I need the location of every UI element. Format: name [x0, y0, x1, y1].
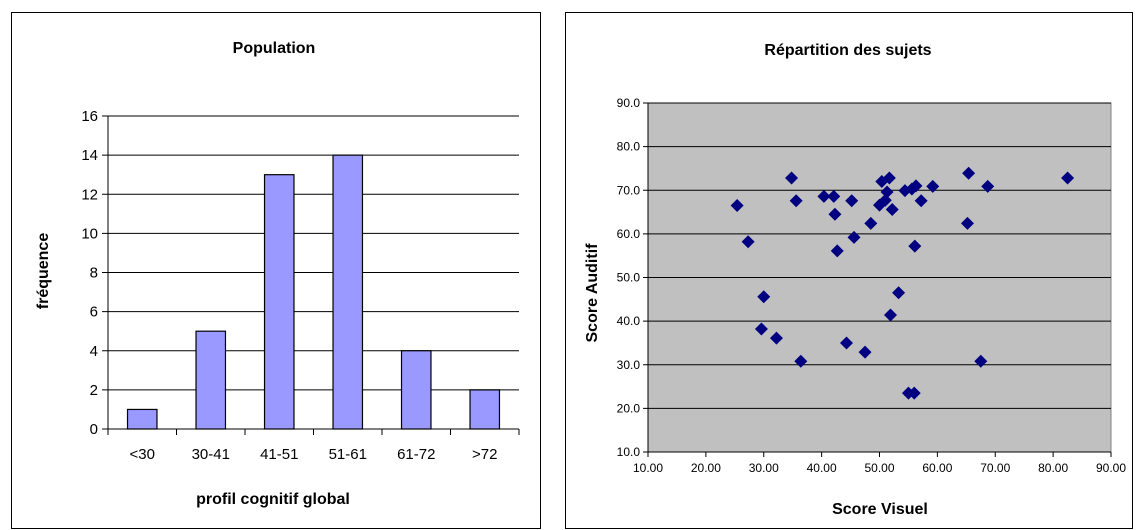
data-point	[907, 386, 921, 400]
y-tick-label: 12	[81, 186, 98, 203]
chart-title: Population	[233, 40, 316, 57]
y-tick-label: 0	[90, 421, 98, 438]
data-point	[828, 207, 842, 221]
data-point	[847, 230, 861, 244]
x-tick-label: 60.00	[922, 461, 952, 475]
data-point	[785, 171, 799, 185]
data-point	[974, 354, 988, 368]
data-point	[830, 244, 844, 258]
data-point	[858, 345, 872, 359]
y-tick-label: 10	[81, 225, 98, 242]
x-tick-label: 40.00	[807, 461, 837, 475]
data-point	[914, 194, 928, 208]
data-point	[840, 336, 854, 350]
data-point	[883, 308, 897, 322]
data-point	[981, 179, 995, 193]
y-tick-label: 8	[90, 265, 98, 282]
y-tick-label: 80.0	[617, 140, 641, 154]
data-point	[878, 193, 892, 207]
x-tick-label: >72	[472, 446, 497, 463]
data-point	[960, 216, 974, 230]
data-point	[962, 166, 976, 180]
x-tick-label: 30-41	[192, 446, 230, 463]
chart-title: Répartition des sujets	[764, 42, 931, 59]
data-point	[794, 354, 808, 368]
bar	[332, 154, 364, 430]
data-point	[882, 171, 896, 185]
repartition-chart-svg: Répartition des sujets 10.0 20.0 30.0 40.0 5…	[584, 42, 1126, 518]
data-point	[769, 331, 783, 345]
x-tick-label: 70.00	[980, 461, 1010, 475]
y-tick-label: 60.0	[617, 227, 641, 241]
y-tick-label: 20.0	[617, 401, 641, 415]
y-axis-title: fréquence	[35, 233, 52, 310]
data-point	[845, 194, 859, 208]
bar	[263, 174, 295, 430]
data-point	[789, 194, 803, 208]
data-point	[1061, 171, 1075, 185]
x-tick-label: 90.00	[1096, 461, 1126, 475]
population-chart: Population 0 2 4 6 8 10 12 14 16 <30 30-41 41-51 51…	[11, 12, 541, 529]
x-axis-title: profil cognitif global	[196, 491, 350, 508]
data-point	[730, 199, 744, 213]
data-point	[892, 286, 906, 300]
y-tick-label: 40.0	[617, 314, 641, 328]
x-tick-label: <30	[130, 446, 155, 463]
data-point	[905, 182, 919, 196]
x-tick-label: 10.00	[633, 461, 663, 475]
population-chart-svg: Population 0 2 4 6 8 10 12 14 16 <30 30-41 41-51 51…	[35, 40, 520, 508]
x-tick-label: 50.00	[864, 461, 894, 475]
data-point	[817, 189, 831, 203]
y-tick-label: 2	[90, 382, 98, 399]
x-tick-label: 41-51	[260, 446, 298, 463]
data-point	[741, 235, 755, 249]
data-point	[908, 239, 922, 253]
y-tick-label: 70.0	[617, 183, 641, 197]
y-tick-label: 14	[81, 147, 98, 164]
data-point	[757, 290, 771, 304]
y-tick-label: 16	[81, 108, 98, 125]
data-point	[885, 202, 899, 216]
data-point	[926, 179, 940, 193]
y-tick-label: 10.0	[617, 445, 641, 459]
data-point	[909, 179, 923, 193]
y-axis-title: Score Auditif	[584, 243, 601, 343]
bar	[469, 389, 501, 430]
bar	[400, 350, 432, 430]
x-axis-title: Score Visuel	[832, 501, 928, 518]
x-tick-label: 61-72	[397, 446, 435, 463]
x-tick-label: 20.00	[691, 461, 721, 475]
repartition-chart: Répartition des sujets 10.0 20.0 30.0 40.0 5…	[565, 12, 1133, 529]
data-point	[880, 185, 894, 199]
data-point	[864, 216, 878, 230]
x-tick-label: 30.00	[749, 461, 779, 475]
y-tick-label: 4	[90, 343, 98, 360]
data-point	[827, 189, 841, 203]
y-tick-label: 90.0	[617, 96, 641, 110]
x-tick-label: 51-61	[329, 446, 367, 463]
y-tick-label: 50.0	[617, 271, 641, 285]
bar	[195, 330, 227, 430]
x-tick-label: 80.00	[1038, 461, 1068, 475]
bar	[126, 408, 158, 430]
y-tick-label: 6	[90, 304, 98, 321]
y-tick-label: 30.0	[617, 358, 641, 372]
data-point	[754, 322, 768, 336]
